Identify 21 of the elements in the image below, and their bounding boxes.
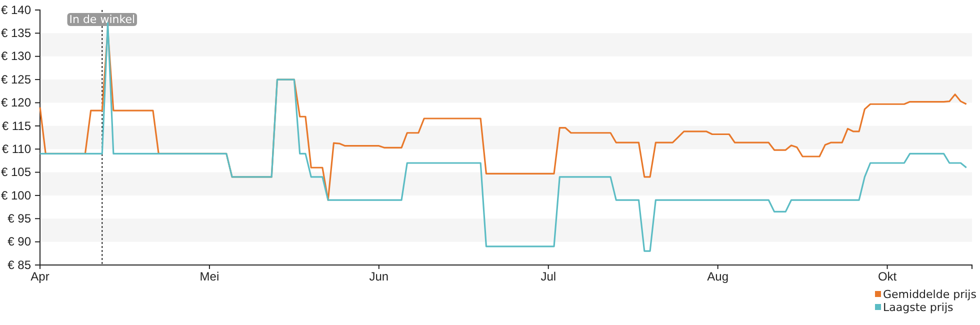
y-tick-label: € 85 [8, 258, 32, 272]
line-series [39, 22, 968, 252]
y-tick-label: € 110 [2, 142, 32, 156]
x-tick-label: Apr [30, 270, 50, 284]
y-tick-label: € 115 [2, 118, 32, 133]
y-tick-label: € 125 [0, 72, 32, 86]
y-tick-label: € 140 [0, 2, 32, 17]
y-tick-label: € 90 [8, 234, 32, 249]
x-tick-label: Mei [200, 270, 220, 284]
y-tick-label: € 105 [0, 165, 32, 180]
legend-label: Gemiddelde prijs [883, 288, 977, 301]
x-tick-label: Aug [707, 270, 728, 284]
y-tick-label: € 130 [0, 49, 32, 64]
legend-label: Laagste prijs [883, 301, 954, 314]
x-tick-label: Jun [369, 270, 389, 284]
y-tick-label: € 120 [0, 96, 32, 110]
x-tick-label: Jul [540, 270, 556, 284]
y-tick-label: € 135 [0, 26, 32, 40]
y-tick-label: € 95 [8, 211, 32, 226]
x-tick-label: Okt [878, 270, 898, 284]
y-tick-label: € 100 [0, 188, 32, 202]
